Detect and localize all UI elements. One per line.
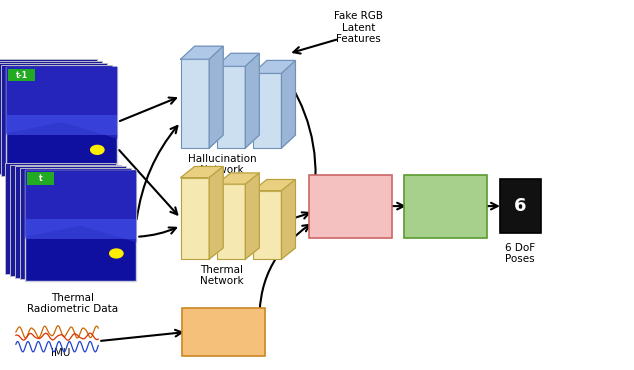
FancyBboxPatch shape — [217, 184, 245, 259]
Text: Thermal
Network: Thermal Network — [200, 265, 243, 286]
Text: 6 DoF
Poses: 6 DoF Poses — [505, 243, 535, 264]
Polygon shape — [281, 60, 295, 148]
FancyBboxPatch shape — [6, 115, 117, 135]
FancyBboxPatch shape — [182, 308, 265, 356]
Polygon shape — [253, 60, 295, 73]
FancyBboxPatch shape — [0, 63, 107, 174]
Polygon shape — [25, 170, 136, 242]
Text: IMU: IMU — [51, 348, 70, 359]
FancyBboxPatch shape — [27, 172, 54, 185]
FancyBboxPatch shape — [0, 59, 97, 170]
Polygon shape — [245, 53, 259, 148]
FancyBboxPatch shape — [1, 65, 112, 176]
FancyBboxPatch shape — [181, 59, 209, 148]
Text: t: t — [39, 174, 42, 183]
FancyBboxPatch shape — [8, 69, 35, 81]
Text: t-1: t-1 — [16, 71, 27, 80]
Polygon shape — [245, 173, 259, 259]
FancyBboxPatch shape — [500, 179, 541, 233]
Text: Thermal
Radiometric Data: Thermal Radiometric Data — [27, 293, 119, 314]
Ellipse shape — [110, 249, 123, 258]
Ellipse shape — [91, 145, 104, 154]
FancyBboxPatch shape — [404, 175, 487, 238]
FancyBboxPatch shape — [0, 61, 102, 172]
Polygon shape — [209, 166, 223, 259]
Text: Recurrent
Network: Recurrent Network — [198, 321, 249, 343]
FancyBboxPatch shape — [5, 163, 116, 274]
FancyBboxPatch shape — [6, 67, 117, 178]
FancyBboxPatch shape — [217, 66, 245, 148]
Polygon shape — [181, 46, 223, 59]
FancyBboxPatch shape — [20, 168, 131, 279]
Polygon shape — [209, 46, 223, 148]
Polygon shape — [253, 179, 295, 191]
Text: 6: 6 — [514, 197, 526, 215]
FancyBboxPatch shape — [253, 73, 281, 148]
FancyBboxPatch shape — [253, 191, 281, 259]
FancyBboxPatch shape — [181, 178, 209, 259]
Polygon shape — [281, 179, 295, 259]
Polygon shape — [6, 67, 117, 139]
FancyBboxPatch shape — [10, 165, 121, 276]
Polygon shape — [217, 173, 259, 184]
FancyBboxPatch shape — [25, 170, 136, 281]
Text: Hallucination
Network: Hallucination Network — [188, 154, 256, 175]
Text: Regression
Network: Regression Network — [417, 195, 474, 217]
FancyBboxPatch shape — [15, 166, 126, 278]
Polygon shape — [217, 53, 259, 66]
Polygon shape — [181, 166, 223, 178]
Text: Selective
Fusion: Selective Fusion — [327, 195, 374, 217]
Text: Fake RGB
Latent
Features: Fake RGB Latent Features — [333, 11, 383, 44]
FancyBboxPatch shape — [25, 219, 136, 239]
FancyBboxPatch shape — [309, 175, 392, 238]
